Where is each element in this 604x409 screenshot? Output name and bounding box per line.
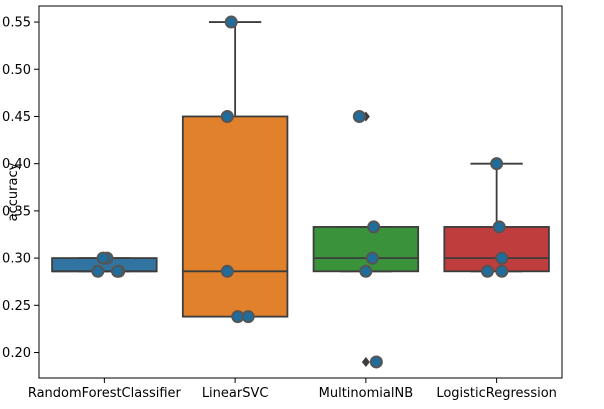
y-tick-label: 0.45 <box>2 110 31 125</box>
boxes-layer <box>51 21 550 367</box>
data-point <box>365 251 379 265</box>
axes-layer: 0.20 0.25 0.30 0.35 0.40 0.45 0.50 0.55 RandomF… <box>2 5 563 401</box>
y-tick-label: 0.30 <box>2 252 31 267</box>
data-point <box>352 109 366 123</box>
data-point <box>241 310 255 324</box>
y-tick-label: 0.25 <box>2 299 31 314</box>
x-tick-label: LinearSVC <box>202 386 269 401</box>
data-point <box>110 264 124 278</box>
data-point <box>91 264 105 278</box>
points-layer <box>91 15 509 369</box>
y-tick-label: 0.40 <box>2 157 31 172</box>
x-tick-label: RandomForestClassifier <box>28 386 182 401</box>
data-point <box>224 15 238 29</box>
box-2 <box>312 226 420 273</box>
plot-frame <box>38 5 563 379</box>
y-tick-label: 0.20 <box>2 346 31 361</box>
data-point <box>490 157 504 171</box>
y-axis-label: accuracy <box>6 162 21 221</box>
outlier-marker <box>361 356 370 367</box>
data-point <box>96 251 110 265</box>
data-point <box>220 264 234 278</box>
y-tick-label: 0.35 <box>2 204 31 219</box>
data-point <box>220 109 234 123</box>
data-point <box>231 310 245 324</box>
data-point <box>492 220 506 234</box>
y-axis: 0.20 0.25 0.30 0.35 0.40 0.45 0.50 0.55 <box>2 16 39 361</box>
box-3 <box>443 226 550 273</box>
x-tick-label: LogisticRegression <box>436 386 557 401</box>
x-tick-label: MultinomialNB <box>319 386 413 401</box>
data-point <box>495 251 509 265</box>
data-point <box>480 264 494 278</box>
data-point <box>367 220 381 234</box>
data-point <box>495 264 509 278</box>
data-point <box>369 355 383 369</box>
x-axis: RandomForestClassifier LinearSVC Multinomi… <box>28 378 557 401</box>
y-tick-label: 0.55 <box>2 16 31 31</box>
y-tick-label: 0.50 <box>2 63 31 78</box>
data-point <box>359 264 373 278</box>
box-1 <box>181 115 289 318</box>
